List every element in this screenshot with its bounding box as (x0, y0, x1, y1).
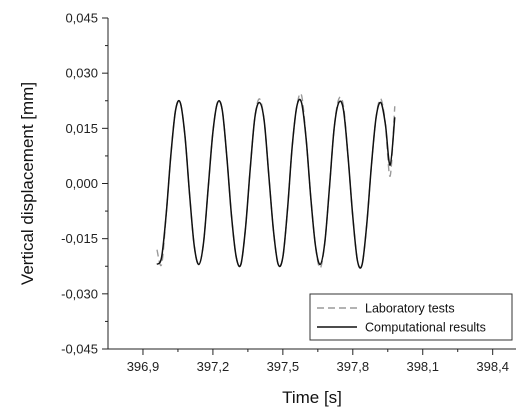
legend-label: Laboratory tests (365, 302, 455, 316)
series-line-computational-results (156, 98, 396, 269)
x-tick-label: 398,1 (406, 359, 439, 374)
x-tick-label: 398,4 (476, 359, 509, 374)
x-axis-title: Time [s] (282, 388, 342, 407)
x-tick-label: 397,2 (197, 359, 230, 374)
y-tick-label: 0,045 (65, 11, 98, 26)
y-tick-label: -0,030 (61, 286, 98, 301)
x-tick-label: 396,9 (127, 359, 160, 374)
y-tick-label: 0,030 (65, 66, 98, 81)
series-line-laboratory-tests (156, 92, 396, 269)
x-tick-label: 397,8 (337, 359, 370, 374)
legend-box (309, 293, 513, 341)
y-tick-label: 0,000 (65, 176, 98, 191)
y-tick-label: -0,045 (61, 342, 98, 357)
y-tick-label: -0,015 (61, 231, 98, 246)
legend-label: Computational results (365, 321, 486, 335)
x-tick-label: 397,5 (267, 359, 300, 374)
y-axis-title: Vertical displacement [mm] (18, 82, 37, 285)
y-tick-label: 0,015 (65, 121, 98, 136)
